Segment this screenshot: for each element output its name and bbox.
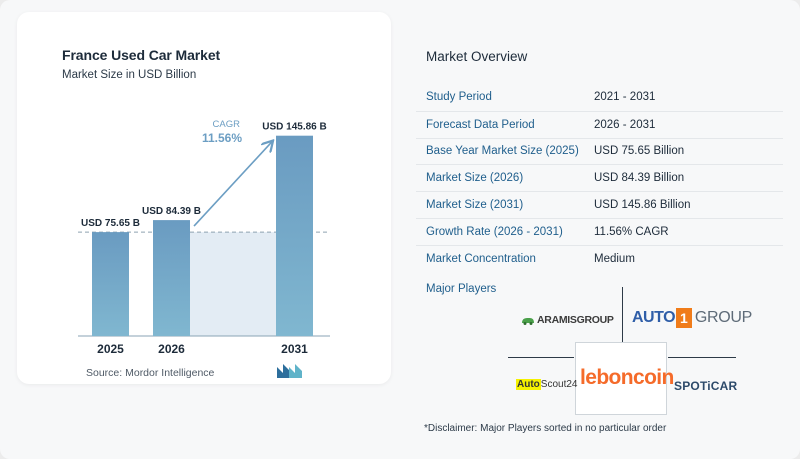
- overview-row: Study Period 2021 - 2031: [416, 84, 783, 111]
- source-note: Source: Mordor Intelligence: [86, 367, 215, 379]
- leboncoin-text: leboncoin: [580, 366, 674, 389]
- overview-title: Market Overview: [426, 49, 528, 64]
- x-tick-label: 2031: [281, 342, 308, 356]
- autoscout24-logo: Auto Scout24: [516, 379, 577, 390]
- auto1-group-logo: AUTO 1 GROUP: [632, 308, 752, 328]
- overview-row: Forecast Data Period 2026 - 2031: [416, 110, 783, 138]
- x-tick-label: 2025: [97, 342, 124, 356]
- overview-value: USD 75.65 Billion: [594, 145, 685, 158]
- overview-value: 2021 - 2031: [594, 91, 656, 104]
- auto1-number: 1: [676, 308, 692, 328]
- grid-divider: [622, 287, 623, 342]
- leboncoin-logo: leboncoin: [580, 366, 674, 390]
- overview-value: 2026 - 2031: [594, 118, 656, 131]
- auto1-text: AUTO: [632, 309, 676, 326]
- overview-row: Market Size (2026) USD 84.39 Billion: [416, 164, 783, 191]
- overview-label: Market Concentration: [426, 252, 536, 265]
- overview-label: Market Size (2026): [426, 172, 524, 185]
- spoticar-text: SPOTiCAR: [674, 379, 738, 393]
- autoscout-text: Auto: [516, 379, 541, 390]
- bar-value-label: USD 75.65 B: [81, 218, 140, 229]
- bar-2026: [153, 220, 190, 336]
- grid-divider: [508, 357, 574, 358]
- aramis-group-logo: ARAMISGROUP: [521, 314, 614, 326]
- overview-label: Forecast Data Period: [426, 118, 535, 131]
- major-players-label: Major Players: [426, 283, 497, 295]
- bar-2031: [276, 135, 313, 336]
- cagr-value: 11.56%: [202, 131, 242, 145]
- autoscout-scout-text: Scout24: [540, 379, 578, 390]
- auto1-group-text: GROUP: [694, 309, 753, 326]
- overview-row: Market Size (2031) USD 145.86 Billion: [416, 191, 783, 218]
- overview-value: USD 145.86 Billion: [594, 199, 691, 212]
- bar-chart: USD 75.65 B 2025 USD 84.39 B 2026 USD 145.86…: [78, 119, 330, 356]
- overview-row: Market Concentration Medium: [416, 244, 783, 272]
- overview-row: Growth Rate (2026 - 2031) 11.56% CAGR: [416, 217, 783, 245]
- mordor-logo-icon: [277, 364, 302, 378]
- cagr-region: [190, 232, 276, 336]
- disclaimer: *Disclaimer: Major Players sorted in no …: [424, 423, 667, 434]
- chart-subtitle: Market Size in USD Billion: [62, 69, 197, 81]
- spoticar-logo: SPOTiCAR: [674, 377, 737, 395]
- overview-value: USD 84.39 Billion: [594, 172, 685, 185]
- bar-value-label: USD 145.86 B: [262, 122, 326, 133]
- x-tick-label: 2026: [158, 342, 185, 356]
- overview-label: Market Size (2031): [426, 199, 524, 212]
- grid-divider: [668, 357, 736, 358]
- overview-label: Study Period: [426, 91, 492, 104]
- overview-row: Base Year Market Size (2025) USD 75.65 B…: [416, 137, 783, 165]
- overview-table: Study Period 2021 - 2031 Forecast Data P…: [416, 84, 783, 272]
- overview-label: Growth Rate (2026 - 2031): [426, 225, 563, 238]
- cagr-arrow: [193, 142, 272, 227]
- aramis-car-icon: [522, 318, 534, 325]
- aramis-text: ARAMISGROUP: [537, 314, 614, 326]
- major-players-logos: ARAMISGROUP AUTO 1 GROUP leboncoin Auto …: [508, 287, 752, 415]
- bar-2025: [92, 232, 129, 336]
- overview-label: Base Year Market Size (2025): [426, 145, 579, 158]
- chart-title: France Used Car Market: [62, 47, 221, 63]
- leboncoin-box: [575, 342, 667, 415]
- cagr-label: CAGR: [213, 119, 241, 130]
- overview-value: Medium: [594, 252, 635, 265]
- bar-value-label: USD 84.39 B: [142, 206, 201, 217]
- overview-value: 11.56% CAGR: [594, 225, 669, 238]
